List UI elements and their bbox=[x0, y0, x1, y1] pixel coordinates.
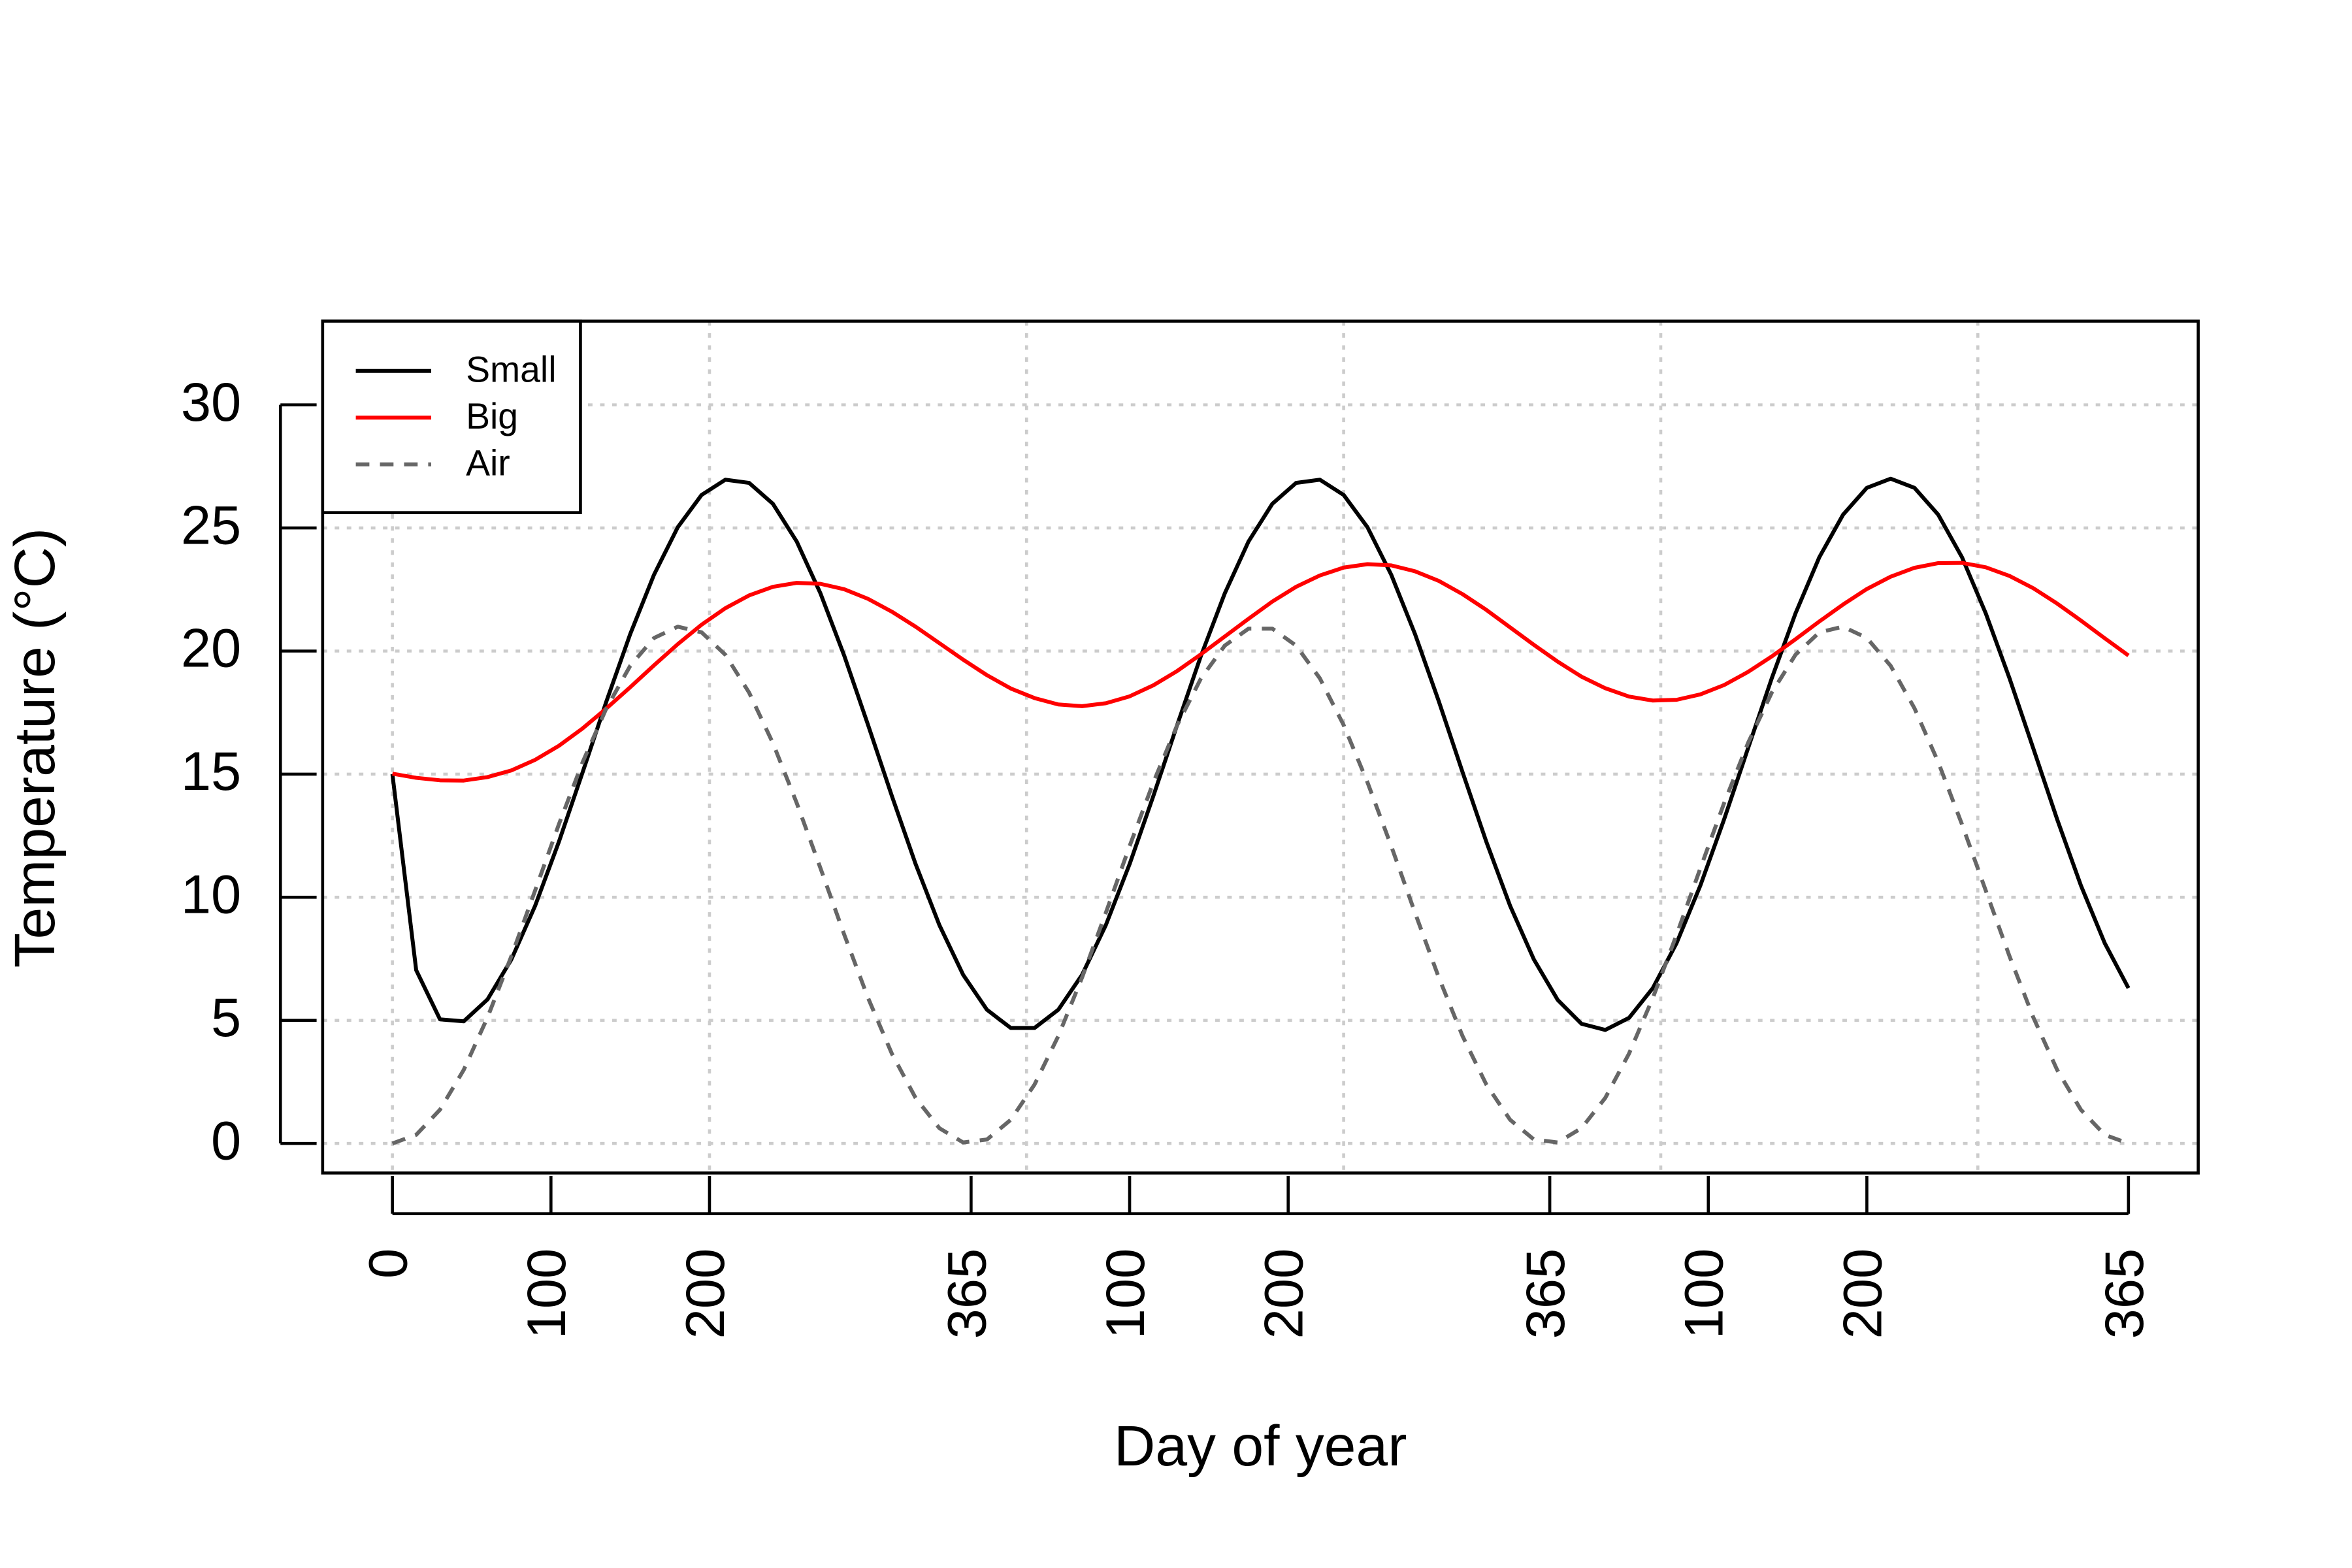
x-tick-label: 100 bbox=[1095, 1249, 1156, 1339]
x-tick-label: 365 bbox=[1515, 1249, 1576, 1339]
y-tick-label: 0 bbox=[211, 1110, 241, 1171]
series-line bbox=[391, 625, 2129, 1145]
y-tick-label: 15 bbox=[181, 741, 241, 802]
y-tick-label: 20 bbox=[181, 618, 241, 679]
x-tick-label: 200 bbox=[675, 1249, 736, 1339]
plot-frame bbox=[321, 319, 2200, 1175]
x-tick-label: 365 bbox=[936, 1249, 997, 1339]
y-tick-label: 10 bbox=[181, 864, 241, 925]
series-line bbox=[390, 476, 2131, 1032]
x-tick-label: 200 bbox=[1832, 1249, 1893, 1339]
y-tick-label: 5 bbox=[211, 987, 241, 1048]
legend-label: Big bbox=[466, 396, 518, 436]
x-tick-label: 100 bbox=[1674, 1249, 1735, 1339]
legend-label: Small bbox=[466, 350, 556, 390]
x-tick-label: 200 bbox=[1254, 1249, 1315, 1339]
y-tick-label: 25 bbox=[181, 495, 241, 555]
y-axis-title: Temperature (°C) bbox=[3, 528, 67, 968]
x-tick-label: 365 bbox=[2094, 1249, 2155, 1339]
x-tick-label: 0 bbox=[358, 1249, 419, 1279]
y-tick-label: 30 bbox=[181, 372, 241, 433]
legend-label: Air bbox=[466, 443, 510, 483]
x-axis-title: Day of year bbox=[1114, 1414, 1407, 1478]
x-tick-label: 100 bbox=[516, 1249, 577, 1339]
series-line bbox=[392, 561, 2130, 783]
